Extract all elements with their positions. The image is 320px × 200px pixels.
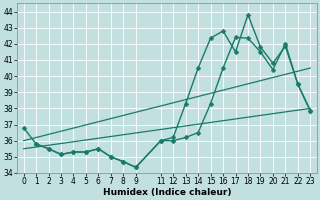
X-axis label: Humidex (Indice chaleur): Humidex (Indice chaleur) — [103, 188, 231, 197]
